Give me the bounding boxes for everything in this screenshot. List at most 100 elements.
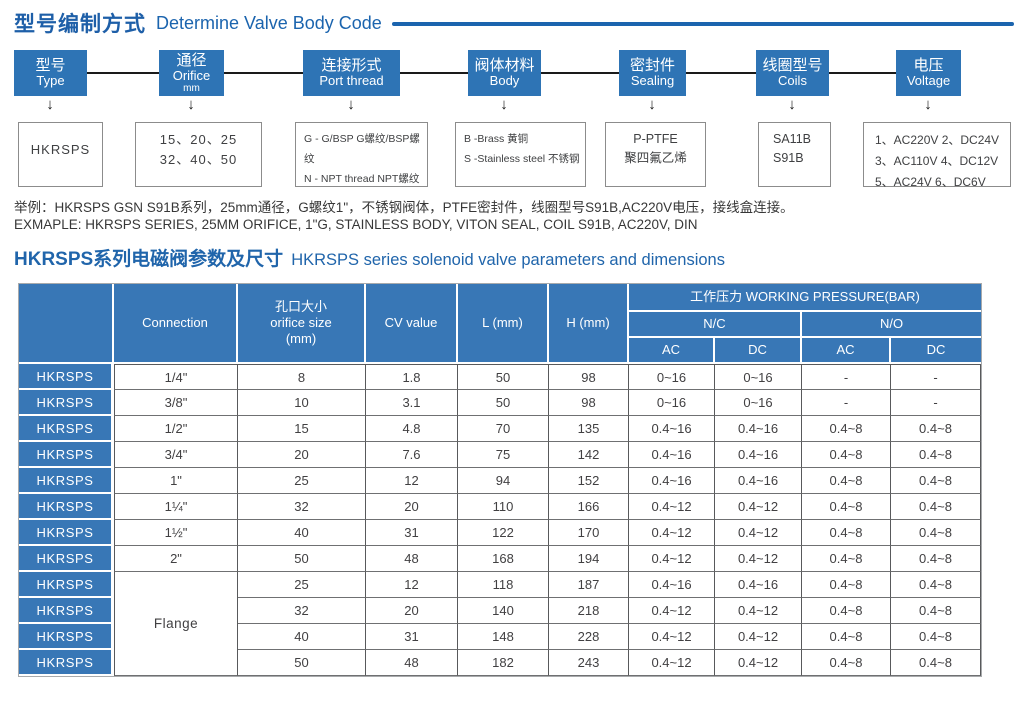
header-no: N/O bbox=[802, 312, 981, 338]
step-sealing-box: 密封件 Sealing bbox=[619, 50, 686, 96]
cv-cell: 3.1 bbox=[366, 390, 458, 416]
step-port-thread-box: 连接形式 Port thread bbox=[303, 50, 400, 96]
table-row: HKRSPS 1/2" 15 4.8 70 135 0.4~16 0.4~16 … bbox=[19, 416, 981, 442]
parameters-table-wrapper: Connection 孔口大小 orifice size (mm) CV val… bbox=[18, 283, 982, 677]
no-dc-cell: 0.4~8 bbox=[891, 624, 981, 650]
table-row: HKRSPS 2" 50 48 168 194 0.4~12 0.4~12 0.… bbox=[19, 546, 981, 572]
header-working-pressure: 工作压力 WORKING PRESSURE(BAR) bbox=[629, 284, 981, 312]
orifice-cell: 8 bbox=[238, 364, 366, 390]
table-row: HKRSPS 3/4" 20 7.6 75 142 0.4~16 0.4~16 … bbox=[19, 442, 981, 468]
option-box-voltage: 1、AC220V 2、DC24V 3、AC110V 4、DC12V 5、AC24… bbox=[863, 122, 1011, 189]
header-orifice-size: 孔口大小 orifice size (mm) bbox=[238, 284, 366, 364]
connection-cell: 3/8" bbox=[114, 390, 238, 416]
option-box-sealing: P-PTFE 聚四氟乙烯 bbox=[605, 122, 706, 187]
no-ac-cell: 0.4~8 bbox=[802, 442, 891, 468]
example-line-cn: 举例：HKRSPS GSN S91B系列，25mm通径，G螺纹1"，不锈钢阀体，… bbox=[14, 200, 794, 215]
nc-ac-cell: 0.4~16 bbox=[629, 468, 715, 494]
l-cell: 140 bbox=[458, 598, 549, 624]
model-cell: HKRSPS bbox=[19, 494, 114, 520]
cv-cell: 1.8 bbox=[366, 364, 458, 390]
option-box-coils: SA11B S91B bbox=[758, 122, 831, 187]
option-body-line1: B -Brass 黄铜 bbox=[464, 133, 529, 145]
model-cell: HKRSPS bbox=[19, 468, 114, 494]
nc-ac-cell: 0.4~12 bbox=[629, 546, 715, 572]
header-nc: N/C bbox=[629, 312, 802, 338]
connector-line bbox=[224, 72, 303, 74]
option-voltage-line3: 5、AC24V 6、DC6V bbox=[875, 175, 986, 189]
l-cell: 168 bbox=[458, 546, 549, 572]
option-voltage-line1: 1、AC220V 2、DC24V bbox=[875, 133, 1000, 147]
option-port-line2: N - NPT thread NPT螺纹 bbox=[304, 172, 420, 185]
h-cell: 152 bbox=[549, 468, 629, 494]
no-ac-cell: 0.4~8 bbox=[802, 546, 891, 572]
nc-ac-cell: 0.4~16 bbox=[629, 416, 715, 442]
down-arrow-icon: ↓ bbox=[187, 96, 195, 113]
table-row: HKRSPS 1" 25 12 94 152 0.4~16 0.4~16 0.4… bbox=[19, 468, 981, 494]
page-title: 型号编制方式 Determine Valve Body Code bbox=[14, 8, 1014, 38]
step-type-label-cn: 型号 bbox=[35, 56, 66, 74]
option-coils-line1: SA11B bbox=[773, 132, 811, 146]
step-orifice-box: 通径 Orifice mm bbox=[159, 50, 224, 96]
no-ac-cell: 0.4~8 bbox=[802, 624, 891, 650]
h-cell: 135 bbox=[549, 416, 629, 442]
connection-flange-cell: Flange bbox=[114, 572, 238, 676]
orifice-cell: 25 bbox=[238, 468, 366, 494]
l-cell: 50 bbox=[458, 364, 549, 390]
model-cell: HKRSPS bbox=[19, 390, 114, 416]
no-ac-cell: 0.4~8 bbox=[802, 598, 891, 624]
connector-line bbox=[87, 72, 159, 74]
nc-dc-cell: 0.4~16 bbox=[715, 468, 802, 494]
model-cell: HKRSPS bbox=[19, 442, 114, 468]
option-orifice-line1: 15、20、25 bbox=[159, 132, 238, 147]
section-title-en: HKRSPS series solenoid valve parameters … bbox=[291, 251, 725, 269]
connection-cell: 1/4" bbox=[114, 364, 238, 390]
nc-dc-cell: 0~16 bbox=[715, 390, 802, 416]
no-dc-cell: 0.4~8 bbox=[891, 442, 981, 468]
header-orifice-cn: 孔口大小 bbox=[274, 298, 327, 314]
no-dc-cell: 0.4~8 bbox=[891, 546, 981, 572]
connector-line bbox=[541, 72, 619, 74]
header-nc-dc: DC bbox=[715, 338, 802, 364]
no-ac-cell: - bbox=[802, 390, 891, 416]
option-orifice-line2: 32、40、50 bbox=[159, 152, 238, 168]
l-cell: 50 bbox=[458, 390, 549, 416]
option-coils-line2: S91B bbox=[773, 151, 804, 166]
cv-cell: 12 bbox=[366, 468, 458, 494]
nc-dc-cell: 0.4~12 bbox=[715, 494, 802, 520]
step-voltage-box: 电压 Voltage bbox=[896, 50, 961, 96]
down-arrow-icon: ↓ bbox=[648, 96, 656, 113]
header-l-mm: L (mm) bbox=[458, 284, 549, 364]
no-dc-cell: - bbox=[891, 364, 981, 390]
step-type-label-en: Type bbox=[36, 73, 65, 89]
nc-ac-cell: 0.4~12 bbox=[629, 624, 715, 650]
connector-line bbox=[686, 72, 756, 74]
connection-cell: 1¼" bbox=[114, 494, 238, 520]
nc-ac-cell: 0.4~12 bbox=[629, 598, 715, 624]
step-body-label-en: Body bbox=[489, 73, 520, 89]
nc-dc-cell: 0.4~16 bbox=[715, 442, 802, 468]
orifice-cell: 25 bbox=[238, 572, 366, 598]
no-ac-cell: 0.4~8 bbox=[802, 520, 891, 546]
option-type-value: HKRSPS bbox=[30, 142, 91, 157]
step-orifice-label-cn: 通径 bbox=[176, 51, 207, 69]
l-cell: 118 bbox=[458, 572, 549, 598]
h-cell: 243 bbox=[549, 650, 629, 676]
option-port-line1: G - G/BSP G螺纹/BSP螺纹 bbox=[304, 133, 420, 165]
no-dc-cell: 0.4~8 bbox=[891, 520, 981, 546]
nc-ac-cell: 0~16 bbox=[629, 364, 715, 390]
section-title: HKRSPS系列电磁阀参数及尺寸 HKRSPS series solenoid … bbox=[14, 244, 725, 271]
step-body-label-cn: 阀体材料 bbox=[474, 56, 535, 74]
header-nc-ac: AC bbox=[629, 338, 715, 364]
nc-dc-cell: 0.4~12 bbox=[715, 520, 802, 546]
no-dc-cell: 0.4~8 bbox=[891, 494, 981, 520]
nc-ac-cell: 0~16 bbox=[629, 390, 715, 416]
down-arrow-icon: ↓ bbox=[924, 96, 932, 113]
no-dc-cell: 0.4~8 bbox=[891, 650, 981, 676]
h-cell: 98 bbox=[549, 390, 629, 416]
example-text: 举例：HKRSPS GSN S91B系列，25mm通径，G螺纹1"，不锈钢阀体，… bbox=[14, 199, 794, 233]
orifice-cell: 15 bbox=[238, 416, 366, 442]
model-cell: HKRSPS bbox=[19, 364, 114, 390]
connection-cell: 3/4" bbox=[114, 442, 238, 468]
no-dc-cell: 0.4~8 bbox=[891, 468, 981, 494]
